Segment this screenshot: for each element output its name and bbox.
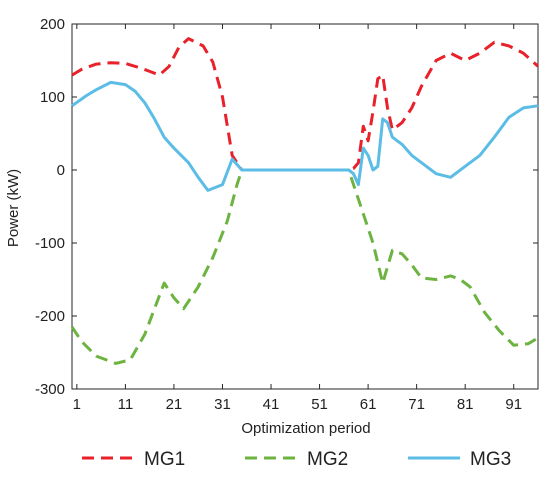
x-tick-label: 11 [118, 396, 134, 413]
series-line-mg2 [70, 168, 539, 365]
legend-label-mg3: MG3 [470, 449, 511, 470]
y-tick-label: 200 [40, 16, 65, 33]
y-axis-label: Power (kW) [5, 169, 22, 247]
y-tick-label: -300 [35, 381, 65, 398]
x-tick-label: 41 [263, 396, 280, 413]
axes [71, 23, 539, 390]
legend-label-mg2: MG2 [307, 449, 348, 470]
x-tick-label: 71 [408, 396, 425, 413]
y-tick-label: -100 [35, 235, 65, 252]
y-tick-label: 100 [40, 89, 65, 106]
plot-frame [71, 23, 539, 390]
x-tick-label: 81 [457, 396, 474, 413]
legend-label-mg1: MG1 [144, 449, 185, 470]
x-axis-label: Optimization period [241, 420, 370, 437]
x-tick-label: 31 [214, 396, 231, 413]
series-lines [70, 37, 540, 365]
x-tick-label: 61 [360, 396, 377, 413]
legend: MG1 MG2 MG3 [82, 449, 511, 470]
x-tick-label: 51 [311, 396, 328, 413]
y-tick-label: -200 [35, 308, 65, 325]
series-line-mg1 [71, 37, 540, 172]
x-tick-label: 21 [166, 396, 183, 413]
y-tick-label: 0 [57, 162, 65, 179]
x-tick-label: 91 [505, 396, 522, 413]
series-line-mg3 [71, 80, 539, 192]
x-tick-label: 1 [73, 396, 81, 413]
